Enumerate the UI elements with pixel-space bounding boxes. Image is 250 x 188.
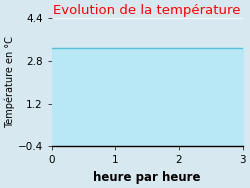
- Title: Evolution de la température: Evolution de la température: [53, 4, 241, 17]
- X-axis label: heure par heure: heure par heure: [93, 171, 201, 184]
- Y-axis label: Température en °C: Température en °C: [4, 36, 15, 128]
